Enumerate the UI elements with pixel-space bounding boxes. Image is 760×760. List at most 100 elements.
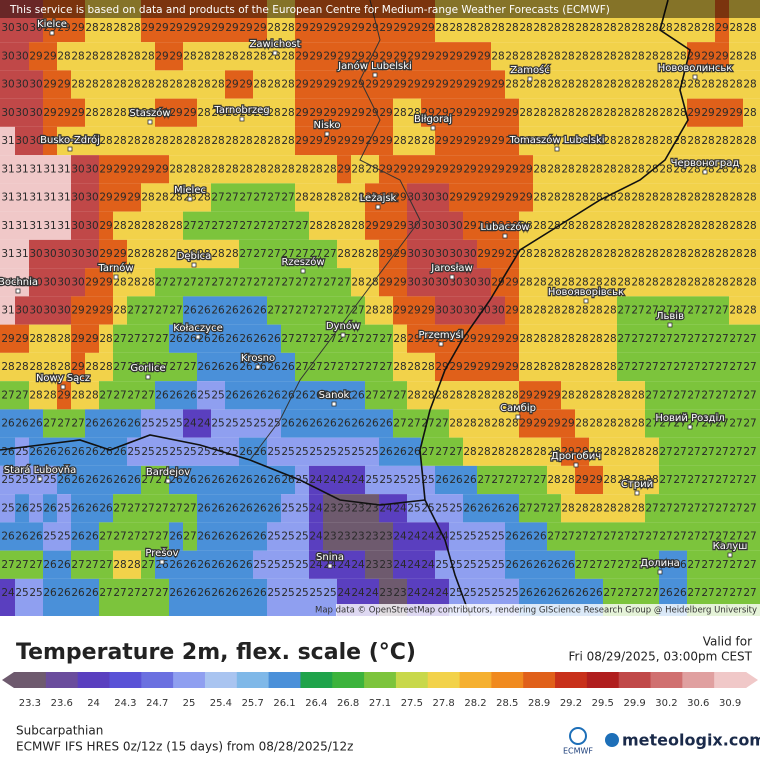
temp-value: 29 <box>715 22 728 34</box>
colorbar-tick-label: 25 <box>183 698 196 709</box>
temp-value: 28 <box>239 163 252 175</box>
temp-cell <box>43 381 57 410</box>
temp-cell <box>127 381 141 410</box>
temp-cell <box>0 126 15 156</box>
temp-value: 28 <box>645 50 658 62</box>
temp-value: 27 <box>141 305 154 317</box>
temp-cell <box>239 578 253 616</box>
temp-value: 28 <box>631 474 644 486</box>
temp-cell <box>631 268 645 297</box>
temp-cell <box>85 211 99 240</box>
temp-value: 25 <box>15 474 28 486</box>
temp-cell <box>85 155 99 184</box>
temp-value: 29 <box>337 50 350 62</box>
temp-value: 29 <box>393 276 406 288</box>
temp-cell <box>631 70 645 99</box>
temp-cell <box>659 268 673 297</box>
temp-value: 26 <box>323 389 337 401</box>
temp-cell <box>659 352 673 382</box>
temp-value: 27 <box>715 389 728 401</box>
temp-value: 26 <box>225 333 239 345</box>
temp-value: 28 <box>141 135 154 147</box>
temp-cell <box>99 494 113 523</box>
temp-cell <box>659 183 673 212</box>
temp-value: 25 <box>15 587 28 599</box>
temp-value: 27 <box>309 276 322 288</box>
temp-cell <box>547 324 561 353</box>
temp-value: 28 <box>687 276 700 288</box>
temp-value: 27 <box>253 220 266 232</box>
temp-cell <box>57 381 71 410</box>
temp-cell <box>631 324 645 353</box>
temp-value: 25 <box>1 474 14 486</box>
temp-cell <box>253 381 267 410</box>
temp-value: 28 <box>155 248 168 260</box>
temp-value: 29 <box>407 50 420 62</box>
temp-value: 26 <box>211 361 225 373</box>
temp-cell <box>113 42 127 71</box>
temp-cell <box>295 352 309 382</box>
temp-value: 27 <box>617 333 630 345</box>
temp-value: 27 <box>407 418 420 430</box>
temp-cell <box>365 409 379 438</box>
temp-value: 29 <box>57 79 70 91</box>
temp-cell <box>99 211 113 240</box>
temp-value: 26 <box>99 502 113 514</box>
temp-cell <box>85 465 99 495</box>
temp-value: 28 <box>603 474 616 486</box>
temp-cell <box>323 211 337 240</box>
temp-value: 28 <box>113 220 126 232</box>
temp-value: 28 <box>197 248 210 260</box>
temp-value: 24 <box>1 587 15 599</box>
temp-value: 29 <box>295 22 308 34</box>
temp-value: 28 <box>659 248 672 260</box>
temp-value: 30 <box>421 248 434 260</box>
temp-value: 26 <box>127 474 141 486</box>
temp-value: 28 <box>645 192 658 204</box>
temp-value: 28 <box>589 220 602 232</box>
temp-cell <box>505 381 519 410</box>
temp-value: 27 <box>141 587 154 599</box>
temp-value: 29 <box>99 305 112 317</box>
temp-value: 27 <box>701 446 714 458</box>
temp-value: 24 <box>351 474 365 486</box>
temp-cell <box>729 98 743 127</box>
temp-cell <box>295 296 309 325</box>
temp-value: 25 <box>491 531 504 543</box>
temp-value: 28 <box>743 107 756 119</box>
temp-value: 29 <box>379 192 392 204</box>
temp-value: 27 <box>729 361 742 373</box>
colorbar-swatch <box>236 672 270 688</box>
temp-cell <box>281 409 295 438</box>
temp-value: 28 <box>29 389 42 401</box>
temp-cell <box>113 0 127 43</box>
temp-value: 26 <box>225 559 239 571</box>
temp-value: 27 <box>141 389 154 401</box>
temp-value: 28 <box>561 361 574 373</box>
temp-cell <box>267 42 281 71</box>
temp-cell <box>211 98 225 127</box>
temp-cell <box>575 155 589 184</box>
temp-value: 27 <box>659 418 672 430</box>
temp-value: 25 <box>267 559 280 571</box>
temp-cell <box>603 494 617 523</box>
temp-value: 28 <box>351 163 364 175</box>
temp-cell <box>729 550 743 579</box>
temp-cell <box>183 352 197 382</box>
temp-cell <box>435 126 449 156</box>
temp-cell <box>0 296 15 325</box>
temp-value: 27 <box>687 474 700 486</box>
temp-value: 29 <box>561 418 574 430</box>
temp-cell <box>477 268 491 297</box>
temp-cell <box>547 494 561 523</box>
temp-value: 26 <box>253 474 267 486</box>
temp-cell <box>155 465 169 495</box>
temp-value: 29 <box>323 22 336 34</box>
temp-value: 26 <box>43 559 57 571</box>
temp-value: 27 <box>729 502 742 514</box>
colorbar-tick-label: 28.9 <box>528 698 550 709</box>
temp-value: 30 <box>421 276 434 288</box>
temp-cell <box>505 70 519 99</box>
temp-cell <box>715 465 729 495</box>
temp-value: 28 <box>687 248 700 260</box>
